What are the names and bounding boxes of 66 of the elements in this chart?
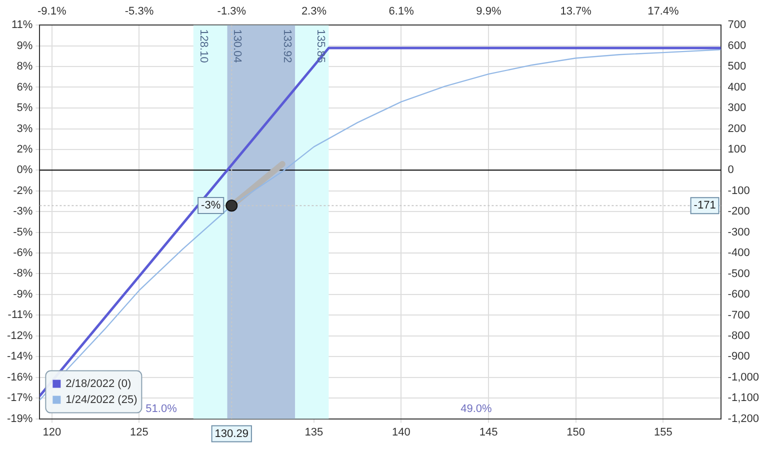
x2-tick-label: -5.3% bbox=[124, 6, 154, 18]
y2-tick-label: 700 bbox=[728, 19, 746, 32]
y2-tick-label: 600 bbox=[728, 40, 746, 52]
x-tick-label: 155 bbox=[654, 426, 672, 438]
y-tick-label: -3% bbox=[13, 206, 33, 218]
y-tick-label: 0% bbox=[16, 164, 33, 176]
x-tick-label: 150 bbox=[566, 426, 586, 438]
ref-line-label: 130.29 bbox=[214, 428, 248, 440]
annotation: 135.85 bbox=[314, 29, 327, 63]
y2-tick-label: -300 bbox=[728, 226, 750, 238]
y2-tick-label: -200 bbox=[728, 206, 750, 218]
y-tick-label: 2% bbox=[16, 143, 33, 156]
y2-tick-label: -900 bbox=[728, 350, 750, 363]
y-tick-label: -8% bbox=[13, 268, 33, 280]
y-tick-label: -19% bbox=[6, 412, 33, 425]
y2-tick-label: -800 bbox=[728, 330, 750, 342]
y-tick-label: 11% bbox=[11, 19, 33, 32]
y2-tick-label: -1,000 bbox=[728, 371, 760, 384]
y-tick-label: 5% bbox=[16, 102, 33, 114]
y2-tick-label: -500 bbox=[728, 268, 750, 280]
y2-tick-label: 100 bbox=[728, 144, 746, 156]
x2-tick-label: -1.3% bbox=[217, 6, 246, 18]
x2-tick-label: 17.4% bbox=[648, 6, 679, 18]
y-tick-label: -16% bbox=[6, 371, 33, 384]
band-label: 130.04 bbox=[231, 29, 244, 63]
band-label: 128.10 bbox=[197, 29, 210, 63]
y2-tick-label: 200 bbox=[728, 122, 746, 135]
y-tick-label: -11% bbox=[8, 309, 33, 322]
annotation: 133.92 bbox=[280, 29, 293, 63]
y2-tick-label: 300 bbox=[728, 102, 746, 114]
x2-tick-label: -9.1% bbox=[38, 6, 66, 18]
x2-tick-label: 13.7% bbox=[560, 6, 592, 18]
x-tick-label: 145 bbox=[479, 426, 498, 438]
ref-line-label: -171 bbox=[694, 200, 716, 212]
y-tick-label: -12% bbox=[6, 330, 33, 342]
x-tick-label: 125 bbox=[130, 426, 148, 438]
y-tick-label: 3% bbox=[16, 122, 33, 135]
y-tick-label: -14% bbox=[6, 350, 33, 363]
x2-tick-label: 2.3% bbox=[301, 6, 327, 18]
y-tick-label: 9% bbox=[16, 40, 33, 52]
annotation: 51.0% bbox=[146, 402, 178, 415]
y2-tick-label: -700 bbox=[728, 309, 750, 322]
y-tick-label: 8% bbox=[16, 60, 33, 73]
legend-label: 1/24/2022 (25) bbox=[66, 394, 138, 406]
y2-tick-label: -1,100 bbox=[728, 392, 760, 404]
legend-label: 2/18/2022 (0) bbox=[66, 378, 132, 390]
y2-tick-label: 500 bbox=[728, 60, 746, 73]
annotation: -3% bbox=[201, 200, 221, 212]
y2-tick-label: -600 bbox=[728, 288, 750, 301]
annotation: 49.0% bbox=[460, 402, 492, 415]
y2-tick-label: -100 bbox=[728, 184, 750, 197]
x2-tick-label: 6.1% bbox=[388, 6, 414, 18]
y2-tick-label: -400 bbox=[728, 247, 750, 260]
y2-tick-label: 400 bbox=[728, 81, 746, 94]
x-tick-label: 135 bbox=[304, 426, 324, 438]
y2-tick-label: -1,200 bbox=[728, 412, 760, 425]
y-tick-label: -6% bbox=[13, 247, 33, 260]
y-tick-label: -2% bbox=[13, 184, 33, 197]
y-tick-label: 6% bbox=[16, 81, 33, 94]
x2-tick-label: 9.9% bbox=[476, 6, 502, 18]
y2-tick-label: 0 bbox=[728, 164, 734, 176]
y-tick-label: -17% bbox=[6, 392, 33, 404]
y-tick-label: -9% bbox=[13, 288, 33, 301]
x-tick-label: 120 bbox=[42, 426, 62, 438]
y-tick-label: -5% bbox=[13, 226, 33, 238]
x-tick-label: 140 bbox=[392, 426, 410, 438]
